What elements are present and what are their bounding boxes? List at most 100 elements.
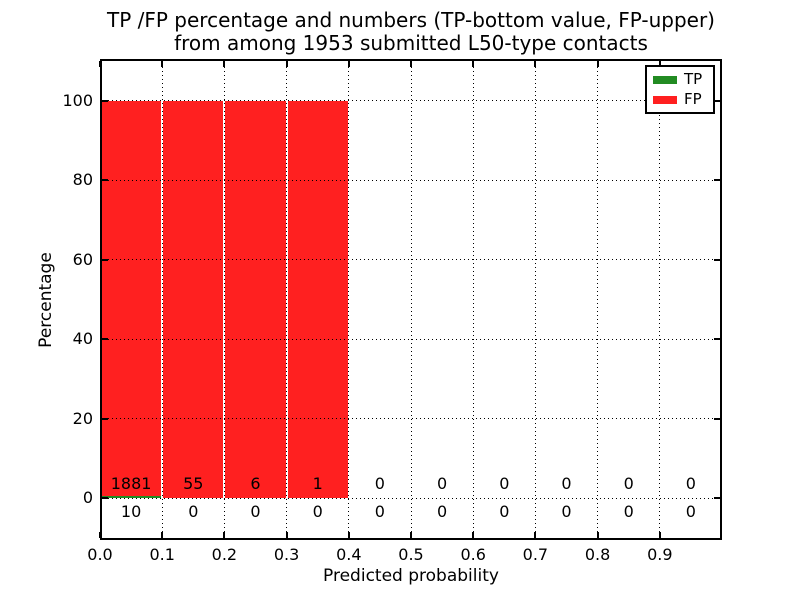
fp-count-label: 0 [437, 474, 448, 494]
y-tick-label: 60 [72, 249, 93, 269]
grid-line-horizontal [100, 497, 722, 499]
bar-segment-fp [101, 100, 162, 497]
x-tick-bottom [223, 532, 226, 538]
grid-line-vertical [534, 59, 536, 540]
x-tick-bottom [161, 532, 164, 538]
x-tick-label: 0.7 [522, 545, 549, 564]
y-tick-left [102, 338, 108, 341]
fp-count-label: 1 [312, 474, 323, 494]
fp-count-label: 1881 [110, 474, 152, 494]
x-tick-top [99, 61, 101, 67]
grid-line-vertical [223, 59, 225, 540]
grid-line-vertical [597, 59, 599, 540]
y-tick-left [102, 497, 108, 500]
tp-count-label: 0 [250, 502, 261, 522]
fp-count-label: 0 [561, 474, 572, 494]
tp-color-swatch [653, 75, 677, 84]
fp-count-label: 55 [183, 474, 204, 494]
grid-line-horizontal [100, 100, 722, 102]
y-tick-right [714, 179, 720, 182]
x-tick-bottom [410, 532, 412, 538]
grid-line-vertical [161, 59, 163, 540]
x-tick-bottom [99, 532, 101, 538]
grid-line-vertical [472, 59, 474, 540]
y-tick-right [714, 99, 720, 102]
x-tick-bottom [534, 532, 537, 538]
x-axis-label: Predicted probability [323, 566, 499, 586]
x-tick-label: 0.1 [149, 545, 175, 564]
bar-segment-tp [101, 496, 162, 499]
tp-count-label: 0 [188, 502, 199, 522]
tp-count-label: 0 [561, 502, 572, 522]
x-tick-top [596, 61, 599, 67]
x-tick-label: 0.0 [87, 545, 113, 564]
legend-entry-fp: FP [653, 92, 707, 107]
fp-count-label: 0 [623, 474, 634, 494]
y-tick-left [102, 99, 108, 102]
tp-count-label: 0 [685, 502, 696, 522]
x-tick-top [410, 61, 412, 67]
y-tick-label: 80 [72, 170, 93, 190]
y-tick-left [102, 258, 108, 261]
x-tick-label: 0.9 [647, 545, 673, 564]
y-tick-label: 20 [72, 408, 93, 428]
x-tick-label: 0.5 [398, 545, 424, 564]
x-tick-top [347, 61, 350, 67]
x-tick-label: 0.2 [211, 545, 238, 564]
x-tick-bottom [285, 532, 288, 538]
bar-segment-fp [287, 100, 348, 499]
x-tick-bottom [658, 532, 661, 538]
legend-entry-tp: TP [653, 72, 707, 87]
fp-count-label: 0 [499, 474, 510, 494]
x-tick-top [223, 61, 226, 67]
tp-count-label: 0 [374, 502, 385, 522]
legend-label-fp: FP [684, 90, 702, 108]
y-tick-right [714, 338, 720, 341]
fp-count-label: 6 [250, 474, 261, 494]
grid-line-horizontal [100, 338, 722, 340]
x-tick-top [285, 61, 288, 67]
x-tick-label: 0.6 [460, 545, 486, 564]
x-tick-top [472, 61, 475, 67]
grid-line-vertical [410, 59, 412, 540]
grid-line-vertical [659, 59, 661, 540]
y-tick-right [714, 258, 720, 261]
chart-title-line1: TP /FP percentage and numbers (TP-bottom… [107, 8, 715, 32]
x-tick-label: 0.3 [273, 545, 300, 564]
tp-count-label: 0 [437, 502, 448, 522]
y-tick-right [714, 497, 720, 500]
grid-line-horizontal [100, 418, 722, 420]
x-tick-bottom [472, 532, 475, 538]
grid-line-vertical [286, 59, 288, 540]
grid-line-horizontal [100, 179, 722, 181]
grid-line-horizontal [100, 259, 722, 261]
fp-color-swatch [653, 95, 677, 104]
chart-title-line2: from among 1953 submitted L50-type conta… [174, 31, 648, 55]
legend-label-tp: TP [684, 70, 703, 88]
tp-count-label: 0 [312, 502, 323, 522]
x-tick-bottom [347, 532, 350, 538]
chart-title: TP /FP percentage and numbers (TP-bottom… [100, 9, 722, 55]
tp-count-label: 0 [499, 502, 510, 522]
y-tick-label: 0 [82, 488, 93, 508]
y-tick-left [102, 179, 108, 182]
bar-segment-fp [163, 100, 224, 499]
grid-line-vertical [348, 59, 350, 540]
fp-count-label: 0 [374, 474, 385, 494]
y-axis-label: Percentage [36, 252, 56, 348]
x-tick-bottom [596, 532, 599, 538]
x-tick-top [534, 61, 537, 67]
x-tick-label: 0.8 [584, 545, 611, 564]
x-tick-label: 0.4 [336, 545, 362, 564]
y-tick-label: 40 [72, 329, 93, 349]
x-tick-top [161, 61, 164, 67]
tp-count-label: 0 [623, 502, 634, 522]
x-tick-top [658, 61, 661, 67]
bar-segment-fp [225, 100, 286, 499]
y-tick-label: 100 [62, 90, 93, 110]
y-tick-right [714, 417, 720, 420]
y-tick-left [102, 417, 108, 420]
legend: TP FP [645, 65, 715, 114]
fp-count-label: 0 [685, 474, 696, 494]
